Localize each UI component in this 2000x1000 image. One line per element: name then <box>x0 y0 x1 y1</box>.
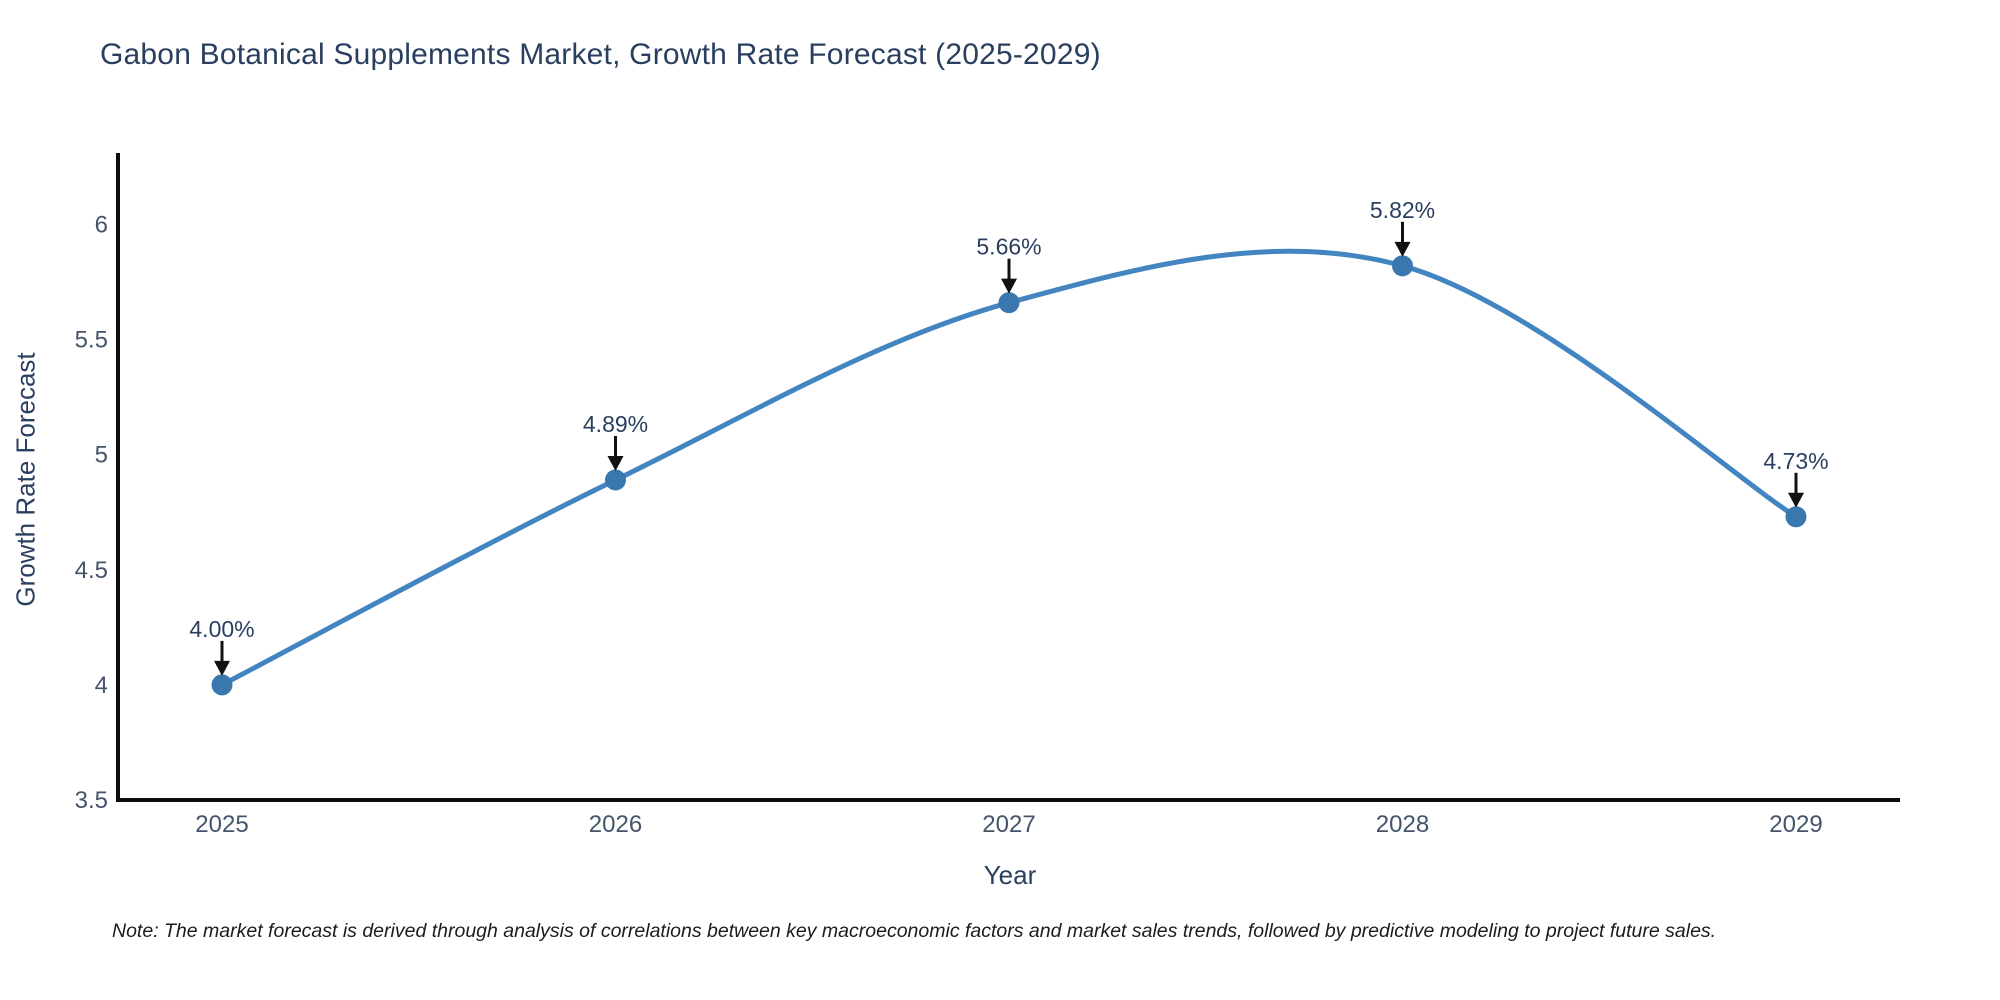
data-point[interactable] <box>211 674 233 696</box>
chart-footnote: Note: The market forecast is derived thr… <box>112 920 1717 942</box>
y-tick-label: 3.5 <box>75 787 108 814</box>
y-tick-label: 5 <box>95 442 108 469</box>
y-tick-label: 6 <box>95 211 108 238</box>
point-annotation: 4.73% <box>1763 448 1828 474</box>
point-annotation: 4.89% <box>583 411 648 437</box>
annotation-arrowhead <box>607 455 624 471</box>
annotation-arrowhead <box>1001 278 1017 294</box>
point-annotation: 5.82% <box>1370 197 1435 223</box>
data-point[interactable] <box>1785 506 1807 528</box>
x-tick-label: 2028 <box>1376 811 1429 838</box>
data-point[interactable] <box>998 292 1020 314</box>
data-point[interactable] <box>1392 255 1413 277</box>
annotation-arrowhead <box>1394 241 1411 257</box>
y-tick-label: 4 <box>95 672 108 699</box>
x-tick-label: 2025 <box>195 811 248 838</box>
x-axis-title: Year <box>983 860 1037 890</box>
point-annotation: 5.66% <box>976 234 1041 260</box>
x-tick-label: 2026 <box>589 811 642 838</box>
y-tick-label: 4.5 <box>75 557 108 584</box>
data-point[interactable] <box>605 469 626 491</box>
forecast-line <box>219 248 1799 688</box>
annotation-arrowhead <box>1788 492 1804 508</box>
x-tick-label: 2027 <box>982 811 1035 838</box>
chart-title: Gabon Botanical Supplements Market, Grow… <box>100 38 1101 71</box>
x-tick-label: 2029 <box>1769 811 1822 838</box>
annotation-arrowhead <box>214 660 230 676</box>
point-annotation: 4.00% <box>189 616 254 642</box>
y-tick-label: 5.5 <box>75 327 108 354</box>
